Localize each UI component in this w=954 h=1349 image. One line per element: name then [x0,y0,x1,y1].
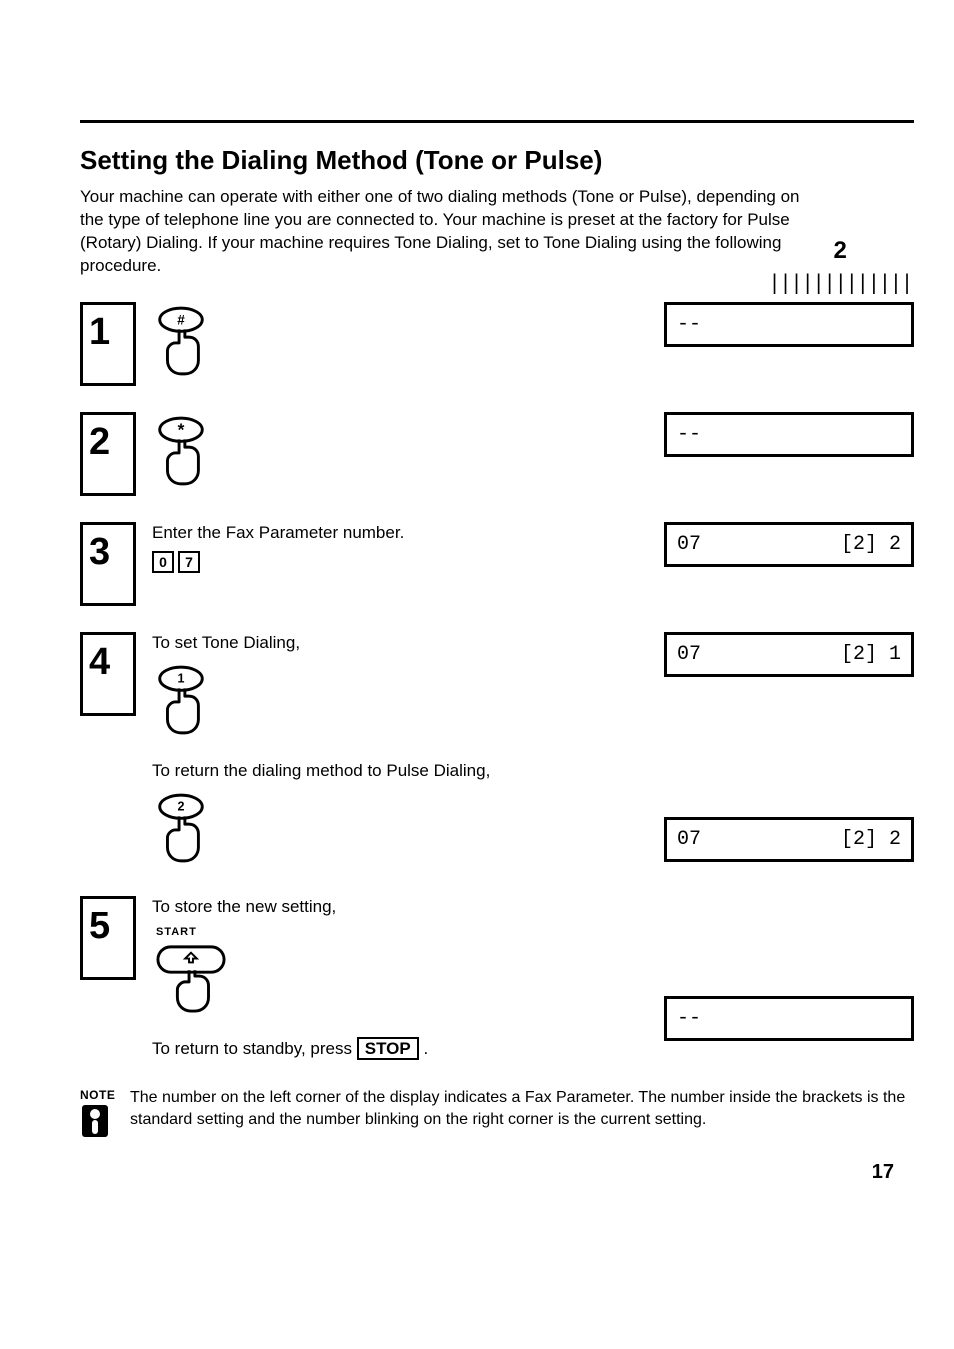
chapter-tab: 2 ||||||||||||| [768,235,912,296]
note-label: NOTE [80,1087,120,1103]
step-4-text-a: To set Tone Dialing, [152,632,634,655]
step-4-text-b: To return the dialing method to Pulse Di… [152,760,634,783]
svg-text:2: 2 [178,799,185,813]
standby-before: To return to standby, press [152,1039,352,1058]
hash-char: # [177,312,185,327]
display-5: -- [664,996,914,1041]
standby-after: . [423,1039,428,1058]
chapter-barcode: ||||||||||||| [768,269,912,296]
note-block: NOTE The number on the left corner of th… [80,1087,914,1139]
key-0: 0 [152,551,174,573]
chapter-number: 2 [768,235,912,267]
step-2-row: 2 * -- [80,412,914,496]
display-5-text: -- [677,1005,701,1032]
step-1-row: 1 # -- [80,302,914,386]
press-star-icon: * [152,416,210,486]
display-2: -- [664,412,914,457]
star-char: * [178,419,185,439]
display-4a-right: [2] 1 [841,641,901,668]
display-3: 07 [2] 2 [664,522,914,567]
step-number-2: 2 [80,412,136,496]
intro-paragraph: Your machine can operate with either one… [80,186,820,278]
display-1-text: -- [677,311,701,338]
keys-07: 0 7 [152,551,200,573]
step-5-text: To store the new setting, [152,896,634,919]
step-number-5: 5 [80,896,136,980]
step-3-row: 3 Enter the Fax Parameter number. 0 7 07… [80,522,914,606]
page-number: 17 [80,1159,894,1186]
display-2-text: -- [677,421,701,448]
top-rule [80,120,914,123]
display-4b-right: [2] 2 [841,826,901,853]
step-3-text: Enter the Fax Parameter number. [152,522,634,545]
svg-text:1: 1 [178,671,185,685]
press-hash-icon: # [152,306,210,376]
step-number-4: 4 [80,632,136,716]
step-5-row: 5 To store the new setting, START To ret… [80,896,914,1062]
step-number-3: 3 [80,522,136,606]
display-4b-left: 07 [677,826,701,853]
display-4b: 07 [2] 2 [664,817,914,862]
note-text: The number on the left corner of the dis… [130,1087,914,1139]
press-1-icon: 1 [152,665,210,735]
page-title: Setting the Dialing Method (Tone or Puls… [80,143,914,178]
press-2-icon: 2 [152,793,210,863]
key-7: 7 [178,551,200,573]
standby-line: To return to standby, press STOP . [152,1038,634,1061]
step-number-1: 1 [80,302,136,386]
press-start-icon [152,943,230,1013]
display-1: -- [664,302,914,347]
note-icon: NOTE [80,1087,120,1139]
display-4a: 07 [2] 1 [664,632,914,677]
stop-key: STOP [357,1037,419,1060]
display-3-right: [2] 2 [841,531,901,558]
display-3-left: 07 [677,531,701,558]
step-4-row: 4 To set Tone Dialing, 1 To return the d… [80,632,914,870]
display-4a-left: 07 [677,641,701,668]
start-label: START [156,925,634,940]
